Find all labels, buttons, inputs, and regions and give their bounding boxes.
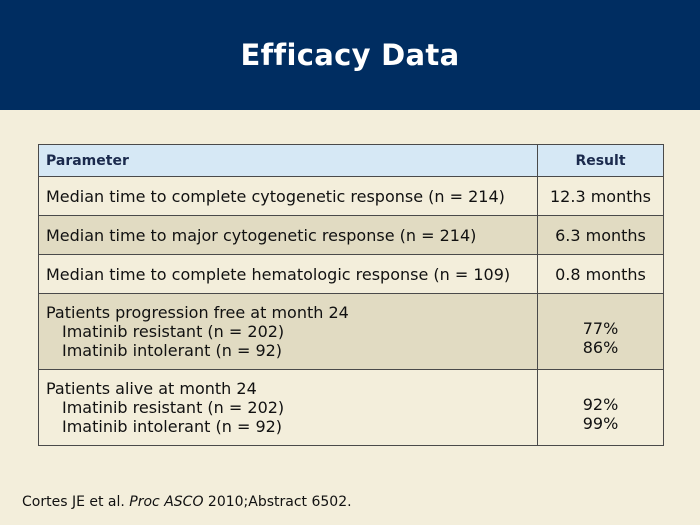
result-cell: 77% 86% bbox=[537, 293, 664, 370]
result-value: 99% bbox=[582, 413, 619, 433]
table-row: Median time to major cytogenetic respons… bbox=[38, 215, 664, 255]
table-row: Median time to complete hematologic resp… bbox=[38, 254, 664, 294]
column-header-parameter: Parameter bbox=[38, 144, 538, 177]
parameter-cell: Patients progression free at month 24 Im… bbox=[38, 293, 538, 370]
slide-title: Efficacy Data bbox=[240, 38, 460, 72]
result-cell: 12.3 months bbox=[537, 176, 664, 216]
column-header-result: Result bbox=[537, 144, 664, 177]
citation-details: 2010;Abstract 6502. bbox=[207, 494, 352, 510]
citation: Cortes JE et al. Proc ASCO 2010;Abstract… bbox=[22, 494, 352, 510]
parameter-cell: Median time to major cytogenetic respons… bbox=[38, 215, 538, 255]
parameter-subitem: Imatinib intolerant (n = 92) bbox=[62, 341, 283, 360]
result-cell: 92% 99% bbox=[537, 369, 664, 446]
parameter-heading: Patients alive at month 24 bbox=[46, 379, 257, 398]
result-cell: 0.8 months bbox=[537, 254, 664, 294]
parameter-cell: Median time to complete hematologic resp… bbox=[38, 254, 538, 294]
result-value: 77% bbox=[582, 318, 619, 338]
table-row: Patients progression free at month 24 Im… bbox=[38, 293, 664, 370]
result-value: 86% bbox=[582, 337, 619, 357]
result-value: 92% bbox=[582, 394, 619, 414]
result-cell: 6.3 months bbox=[537, 215, 664, 255]
parameter-cell: Patients alive at month 24 Imatinib resi… bbox=[38, 369, 538, 446]
parameter-subitem: Imatinib resistant (n = 202) bbox=[62, 398, 285, 417]
citation-authors: Cortes JE et al. bbox=[22, 494, 125, 510]
table-row: Median time to complete cytogenetic resp… bbox=[38, 176, 664, 216]
parameter-subitem: Imatinib intolerant (n = 92) bbox=[62, 417, 283, 436]
efficacy-table: Parameter Result Median time to complete… bbox=[38, 144, 664, 446]
table-row: Patients alive at month 24 Imatinib resi… bbox=[38, 369, 664, 446]
parameter-heading: Patients progression free at month 24 bbox=[46, 303, 349, 322]
citation-journal: Proc ASCO bbox=[129, 494, 204, 510]
parameter-cell: Median time to complete cytogenetic resp… bbox=[38, 176, 538, 216]
table-header-row: Parameter Result bbox=[38, 144, 664, 177]
parameter-subitem: Imatinib resistant (n = 202) bbox=[62, 322, 285, 341]
title-bar: Efficacy Data bbox=[0, 0, 700, 110]
